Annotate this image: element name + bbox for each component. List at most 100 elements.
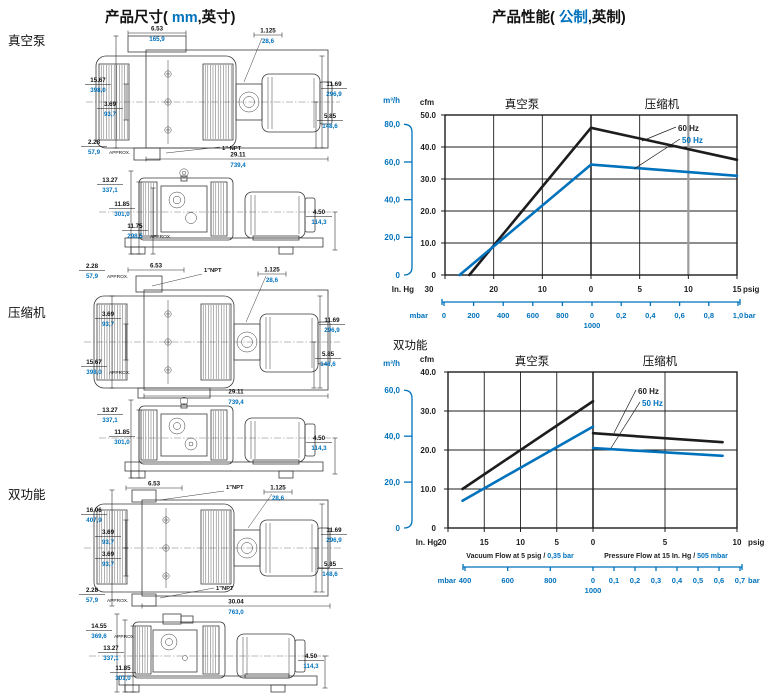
dual-function-side-view-drawing: 14.55 369,6 APPROX. 13.27 337,1 11.85 301,0 4.5… bbox=[86, 613, 329, 693]
right-title-metric: 公制 bbox=[558, 10, 588, 26]
svg-text:30.04: 30.04 bbox=[228, 599, 244, 606]
svg-text:0,6: 0,6 bbox=[714, 576, 724, 585]
svg-text:0: 0 bbox=[591, 538, 596, 547]
svg-text:93,7: 93,7 bbox=[102, 321, 115, 328]
svg-text:739,4: 739,4 bbox=[230, 162, 246, 169]
svg-text:200: 200 bbox=[467, 311, 480, 320]
svg-text:60 Hz: 60 Hz bbox=[678, 124, 699, 133]
svg-text:4.50: 4.50 bbox=[313, 435, 326, 442]
svg-text:407,9: 407,9 bbox=[86, 517, 102, 524]
section-label-dual-function: 双功能 bbox=[8, 488, 46, 502]
svg-text:m³/h: m³/h bbox=[383, 96, 400, 105]
svg-text:337,1: 337,1 bbox=[102, 417, 118, 424]
svg-text:3.69: 3.69 bbox=[102, 551, 115, 558]
svg-text:29.11: 29.11 bbox=[230, 152, 246, 159]
svg-text:296,9: 296,9 bbox=[326, 91, 342, 98]
svg-text:psig: psig bbox=[748, 538, 765, 547]
svg-text:20,0: 20,0 bbox=[384, 478, 400, 487]
svg-text:15: 15 bbox=[480, 538, 489, 547]
svg-text:10.0: 10.0 bbox=[420, 485, 436, 494]
svg-text:0: 0 bbox=[432, 271, 437, 280]
compressor-top-view-drawing: 2.28 57,9 APPROX. 6.53 1.125 28,6 3.69 93,7 11.6… bbox=[79, 263, 345, 406]
svg-text:5: 5 bbox=[663, 538, 668, 547]
svg-text:APPROX.: APPROX. bbox=[150, 234, 171, 240]
svg-text:5: 5 bbox=[555, 538, 560, 547]
svg-text:0: 0 bbox=[442, 311, 446, 320]
svg-text:11.69: 11.69 bbox=[324, 317, 340, 324]
svg-text:296,9: 296,9 bbox=[326, 537, 342, 544]
svg-text:0: 0 bbox=[591, 576, 595, 585]
svg-text:0,4: 0,4 bbox=[645, 311, 656, 320]
svg-text:40.0: 40.0 bbox=[420, 368, 436, 377]
svg-text:114,3: 114,3 bbox=[303, 663, 319, 670]
svg-text:1"NPT: 1"NPT bbox=[216, 586, 234, 592]
dual-function-top-view-drawing: 6.531.12528,616.06407,93.6993,73.6993,71… bbox=[79, 481, 347, 616]
svg-text:6.53: 6.53 bbox=[150, 263, 163, 270]
svg-text:57,9: 57,9 bbox=[88, 149, 101, 156]
svg-text:50 Hz: 50 Hz bbox=[642, 399, 663, 408]
svg-text:10: 10 bbox=[538, 285, 547, 294]
svg-text:800: 800 bbox=[556, 311, 569, 320]
svg-text:bar: bar bbox=[744, 311, 756, 320]
svg-text:301,0: 301,0 bbox=[114, 211, 130, 218]
svg-text:337,1: 337,1 bbox=[102, 187, 118, 194]
svg-text:148,6: 148,6 bbox=[320, 361, 336, 368]
svg-text:148,6: 148,6 bbox=[322, 571, 338, 578]
svg-text:4.50: 4.50 bbox=[305, 653, 318, 660]
svg-text:20.0: 20.0 bbox=[420, 207, 436, 216]
svg-text:13.27: 13.27 bbox=[102, 177, 118, 184]
svg-text:1.125: 1.125 bbox=[260, 28, 276, 35]
svg-text:739,4: 739,4 bbox=[228, 399, 244, 406]
svg-text:0: 0 bbox=[432, 524, 437, 533]
svg-text:1" NPT: 1" NPT bbox=[222, 146, 242, 152]
svg-text:57,9: 57,9 bbox=[86, 597, 99, 604]
svg-text:600: 600 bbox=[501, 576, 514, 585]
svg-text:0,8: 0,8 bbox=[704, 311, 714, 320]
svg-text:398,0: 398,0 bbox=[90, 87, 106, 94]
svg-text:800: 800 bbox=[544, 576, 557, 585]
svg-text:APPROX.: APPROX. bbox=[107, 274, 128, 280]
svg-text:40.0: 40.0 bbox=[420, 143, 436, 152]
svg-text:28,6: 28,6 bbox=[272, 495, 285, 502]
performance-charts: 真空泵 压缩机010.020.030.040.050.0cfmm³/h020,04… bbox=[383, 96, 765, 595]
svg-text:57,9: 57,9 bbox=[86, 273, 99, 280]
svg-text:0,5: 0,5 bbox=[693, 576, 703, 585]
svg-text:0: 0 bbox=[590, 311, 594, 320]
svg-text:1.125: 1.125 bbox=[264, 267, 280, 274]
svg-text:50 Hz: 50 Hz bbox=[682, 136, 703, 145]
svg-text:m³/h: m³/h bbox=[383, 359, 400, 368]
vacuum-pump-top-view-drawing: 6.53 165,9 1.125 28,6 15.67 398,0 3.69 93,7 11.6… bbox=[81, 26, 347, 169]
svg-text:APPROX.: APPROX. bbox=[114, 634, 135, 640]
svg-text:20,0: 20,0 bbox=[384, 233, 400, 242]
svg-text:mbar: mbar bbox=[410, 311, 428, 320]
svg-text:2.28: 2.28 bbox=[86, 263, 99, 270]
svg-text:13.27: 13.27 bbox=[102, 407, 118, 414]
svg-text:20: 20 bbox=[489, 285, 498, 294]
svg-text:5: 5 bbox=[637, 285, 642, 294]
svg-text:0: 0 bbox=[396, 524, 401, 533]
svg-text:6.53: 6.53 bbox=[151, 26, 164, 33]
chart-0: 真空泵 压缩机 0 10.0 20.0 30.0 40.0 50.0 cfm m³/h 0 20,0 4… bbox=[383, 96, 759, 330]
svg-text:psig: psig bbox=[743, 285, 760, 294]
svg-text:0,2: 0,2 bbox=[630, 576, 640, 585]
svg-text:298,5: 298,5 bbox=[127, 233, 143, 240]
left-column-title: 产品尺寸( mm,英寸) bbox=[105, 6, 236, 27]
svg-text:0: 0 bbox=[396, 271, 401, 280]
svg-text:压缩机: 压缩机 bbox=[643, 354, 678, 368]
svg-text:In. Hg: In. Hg bbox=[416, 538, 438, 547]
svg-text:3.69: 3.69 bbox=[102, 311, 115, 318]
svg-text:0,4: 0,4 bbox=[672, 576, 683, 585]
section-label-compressor: 压缩机 bbox=[8, 306, 46, 320]
svg-text:真空泵: 真空泵 bbox=[515, 354, 550, 368]
svg-text:93,7: 93,7 bbox=[102, 539, 115, 546]
svg-text:60,0: 60,0 bbox=[384, 158, 400, 167]
svg-text:2.28: 2.28 bbox=[88, 139, 101, 146]
svg-text:11.75: 11.75 bbox=[127, 223, 143, 230]
svg-text:16.06: 16.06 bbox=[86, 507, 102, 514]
svg-text:2.28: 2.28 bbox=[86, 587, 99, 594]
svg-text:14.55: 14.55 bbox=[91, 623, 107, 630]
svg-text:APPROX.: APPROX. bbox=[107, 598, 128, 604]
svg-text:0,7: 0,7 bbox=[735, 576, 745, 585]
svg-text:11.69: 11.69 bbox=[326, 527, 342, 534]
